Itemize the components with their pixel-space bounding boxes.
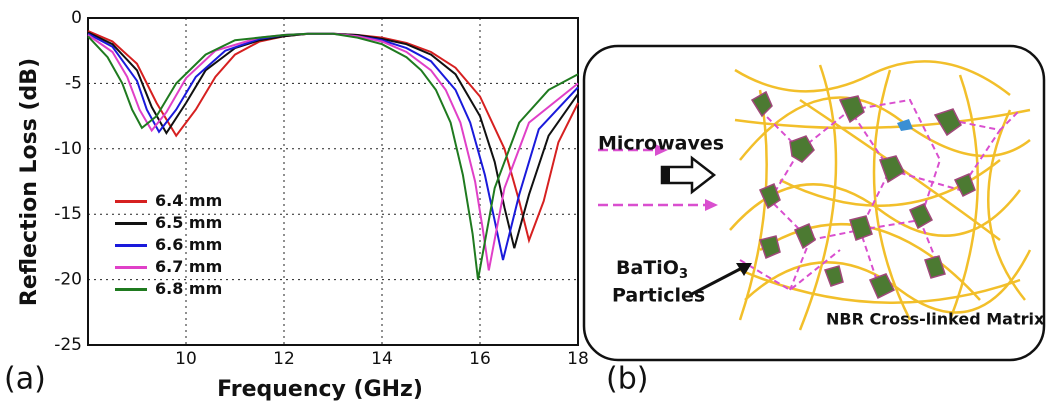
plot-frame (87, 17, 579, 346)
legend-label: 6.8 mm (155, 279, 222, 298)
x-tick-label: 16 (469, 349, 491, 369)
y-tick-label: -20 (54, 270, 82, 290)
matrix-label: NBR Cross-linked Matrix (826, 310, 1045, 329)
y-axis-label: Reflection Loss (dB) (17, 58, 42, 306)
diagram: Microwaves BaTiO3 Particles NBR Cross-li… (582, 44, 1046, 397)
x-tick-label: 10 (175, 349, 197, 369)
y-tick-label: -10 (54, 139, 82, 159)
legend-label: 6.5 mm (155, 213, 222, 232)
incident-waves (598, 144, 718, 211)
x-axis-label: Frequency (GHz) (217, 377, 423, 402)
panel-label: (a) (4, 362, 46, 397)
batio3-particles (750, 90, 976, 300)
panel-label-b: (b) (606, 362, 648, 397)
x-tick-label: 18 (567, 349, 589, 369)
y-tick-label: -5 (65, 73, 82, 93)
formula: BaTiO (616, 257, 679, 279)
y-tick-label: -25 (54, 335, 82, 355)
legend-label: 6.7 mm (155, 257, 222, 276)
y-tick-label: -15 (54, 204, 82, 224)
microwaves-label: Microwaves (598, 133, 724, 155)
pointer-arrow (736, 263, 752, 276)
y-tick-label: 0 (71, 8, 82, 28)
series-line (87, 32, 579, 280)
legend-label: 6.6 mm (155, 235, 222, 254)
x-tick-label: 12 (273, 349, 295, 369)
particle (897, 119, 913, 131)
legend-label: 6.4 mm (155, 191, 222, 210)
x-tick-label: 14 (371, 349, 393, 369)
subscript: 3 (679, 267, 688, 282)
particles-formula: BaTiO3 (616, 257, 688, 282)
particles-word: Particles (612, 285, 705, 307)
